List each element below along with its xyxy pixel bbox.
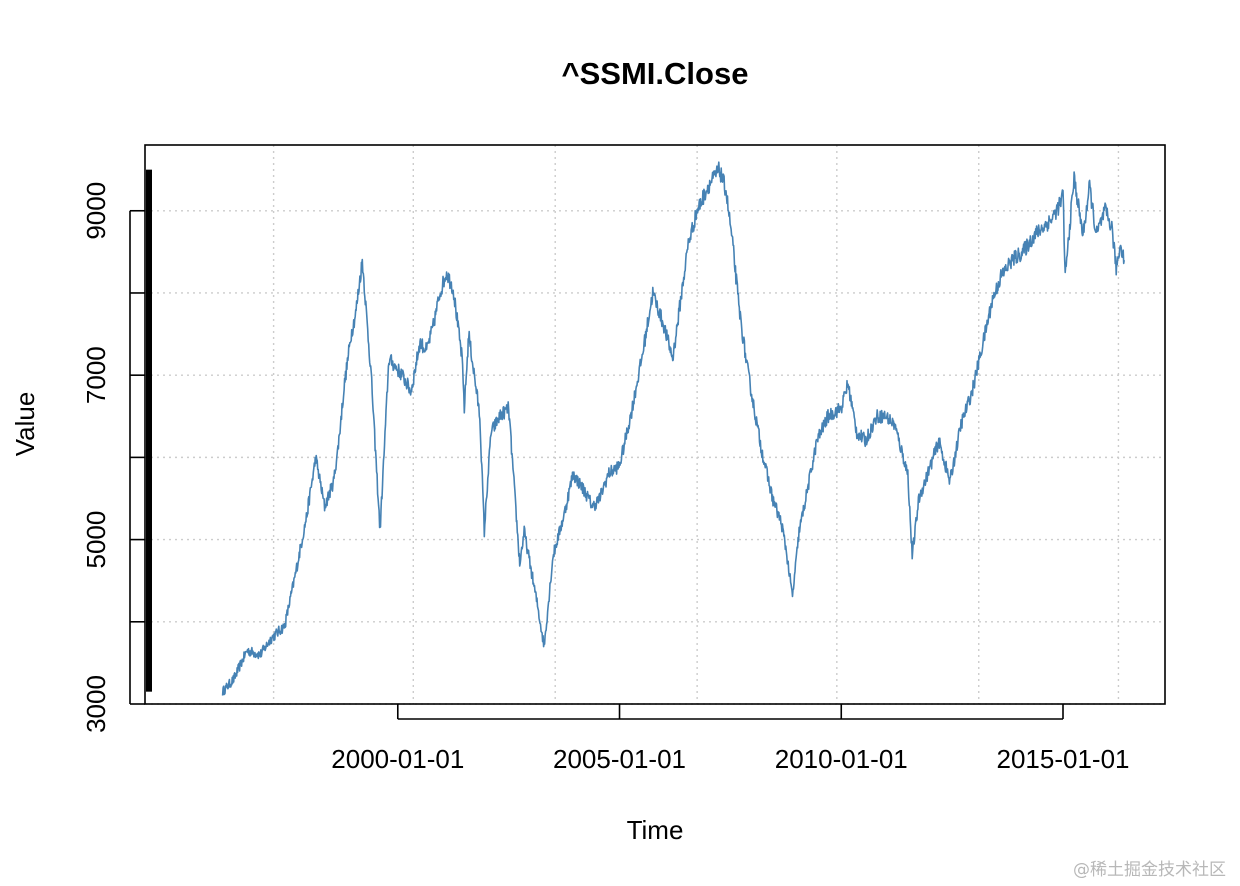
- watermark: @稀土掘金技术社区: [1073, 860, 1226, 880]
- x-tick-label: 2005-01-01: [553, 744, 686, 774]
- x-tick-label: 2015-01-01: [997, 744, 1130, 774]
- series-line: [221, 161, 1125, 696]
- x-axis: 2000-01-01 2005-01-01 2010-01-01 2015-01-01: [331, 704, 1130, 774]
- y-tick-label: 5000: [81, 511, 111, 569]
- plot-box: [144, 144, 1166, 705]
- y-tick-label: 7000: [81, 346, 111, 404]
- y-axis: 3000 5000 7000 9000: [81, 182, 145, 733]
- y-tick-label: 3000: [81, 675, 111, 733]
- y-axis-label: Value: [10, 392, 40, 457]
- x-tick-label: 2010-01-01: [775, 744, 908, 774]
- rug-band: [146, 169, 152, 692]
- chart-title: ^SSMI.Close: [562, 56, 749, 91]
- y-tick-label: 9000: [81, 182, 111, 240]
- grid-lines: [145, 145, 1165, 705]
- x-tick-label: 2000-01-01: [331, 744, 464, 774]
- x-axis-label: Time: [627, 815, 684, 845]
- rug-marks: [146, 169, 152, 692]
